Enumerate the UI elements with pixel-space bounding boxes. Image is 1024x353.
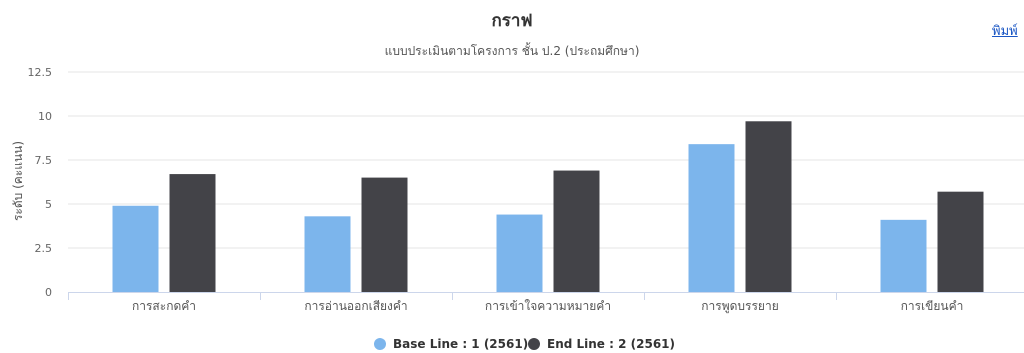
legend-item[interactable]: Base Line : 1 (2561) xyxy=(374,337,528,351)
x-tick-label: การพูดบรรยาย xyxy=(701,299,778,314)
bar-base-line[interactable] xyxy=(112,205,159,292)
y-axis-ticks: 0 2.5 5 7.5 10 12.5 xyxy=(28,66,53,299)
bar-base-line[interactable] xyxy=(688,144,735,292)
bars xyxy=(112,121,984,292)
bar-base-line[interactable] xyxy=(880,219,927,292)
y-tick-label: 12.5 xyxy=(28,66,53,79)
x-tick-label: การเข้าใจความหมายคำ xyxy=(485,299,611,313)
x-tick-label: การอ่านออกเสียงคำ xyxy=(304,299,407,313)
bar-end-line[interactable] xyxy=(361,177,408,292)
bar-end-line[interactable] xyxy=(937,191,984,292)
legend-marker-icon xyxy=(374,338,386,350)
print-link[interactable]: พิมพ์ xyxy=(992,24,1018,39)
bar-end-line[interactable] xyxy=(553,170,600,292)
x-axis: การสะกดคำ การอ่านออกเสียงคำ การเข้าใจความห… xyxy=(68,292,1024,314)
x-tick-label: การเขียนคำ xyxy=(901,299,964,313)
x-tick-label: การสะกดคำ xyxy=(132,299,196,313)
y-tick-label: 0 xyxy=(45,286,52,299)
y-tick-label: 7.5 xyxy=(35,154,53,167)
bar-end-line[interactable] xyxy=(745,121,792,292)
y-tick-label: 2.5 xyxy=(35,242,53,255)
bar-base-line[interactable] xyxy=(304,216,351,292)
y-tick-label: 10 xyxy=(38,110,52,123)
bar-end-line[interactable] xyxy=(169,174,216,292)
bar-base-line[interactable] xyxy=(496,214,543,292)
legend-marker-icon xyxy=(528,338,540,350)
chart-title: กราฟ xyxy=(491,11,532,31)
legend[interactable]: Base Line : 1 (2561) End Line : 2 (2561) xyxy=(374,337,675,351)
legend-label: End Line : 2 (2561) xyxy=(547,337,675,351)
legend-label: Base Line : 1 (2561) xyxy=(393,337,528,351)
y-tick-label: 5 xyxy=(45,198,52,211)
chart-subtitle: แบบประเมินตามโครงการ ชั้น ป.2 (ประถมศึกษ… xyxy=(385,42,640,58)
grid-lines xyxy=(68,71,1024,249)
legend-item[interactable]: End Line : 2 (2561) xyxy=(528,337,675,351)
y-axis-label: ระดับ (คะแนน) xyxy=(11,141,25,221)
